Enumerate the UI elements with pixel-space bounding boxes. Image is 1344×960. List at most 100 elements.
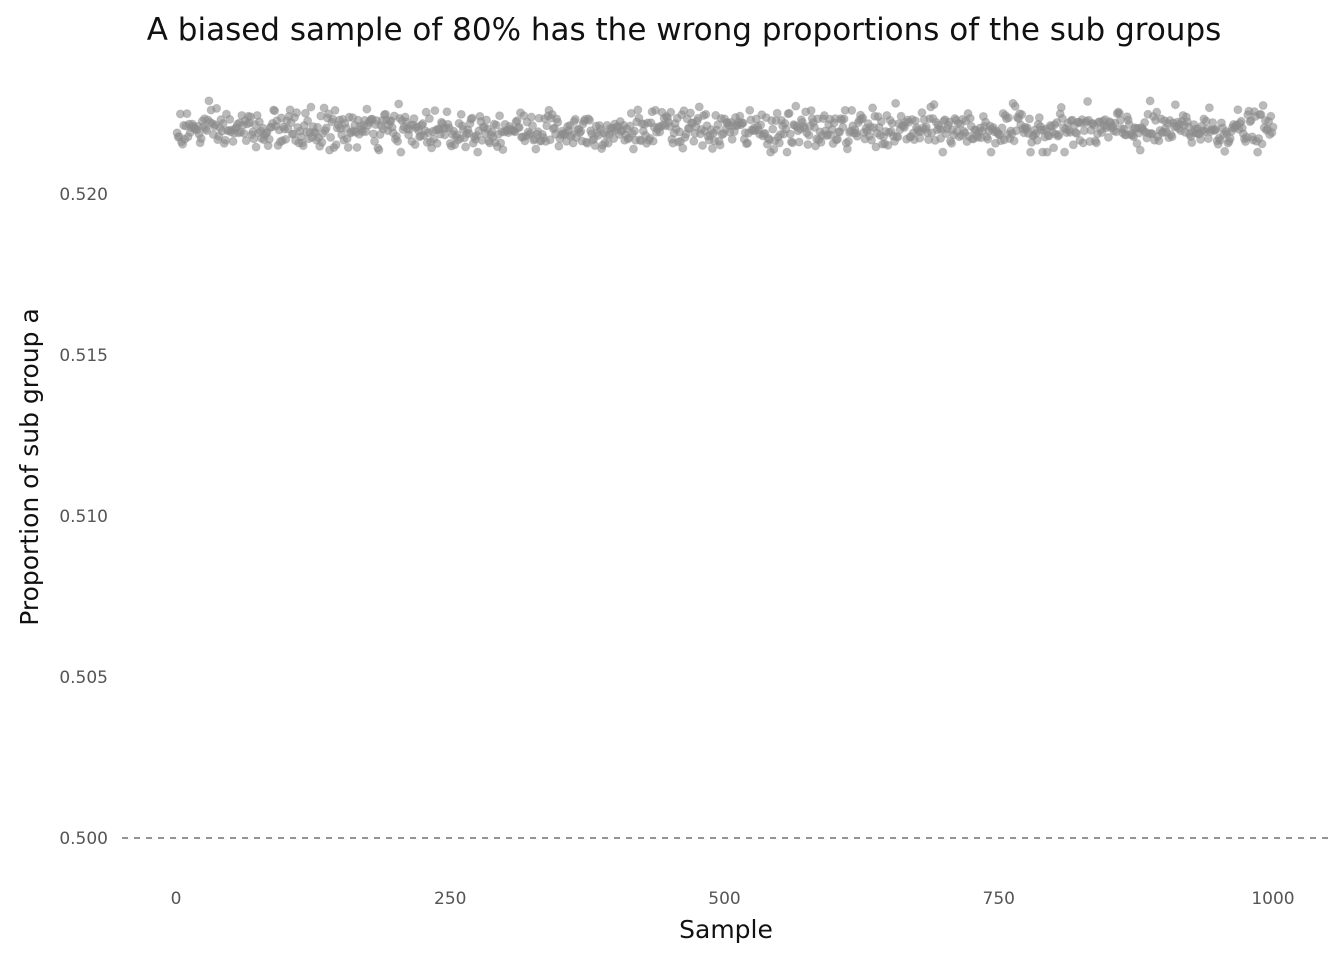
data-point — [362, 104, 372, 114]
data-point — [528, 121, 538, 131]
data-point — [1017, 110, 1027, 120]
data-point — [456, 109, 466, 119]
data-point — [432, 138, 442, 148]
data-point — [852, 131, 862, 141]
data-point — [321, 123, 331, 133]
data-point — [330, 105, 340, 115]
data-point — [352, 142, 362, 152]
data-point — [370, 136, 380, 146]
data-point — [545, 135, 555, 145]
data-point — [531, 144, 541, 154]
data-point — [838, 122, 848, 132]
data-point — [270, 106, 280, 116]
data-point — [876, 116, 886, 126]
data-point — [1257, 139, 1267, 149]
data-point — [1054, 130, 1064, 140]
data-points — [172, 96, 1278, 157]
data-point — [929, 100, 939, 110]
data-point — [738, 118, 748, 128]
data-point — [1060, 147, 1070, 157]
y-tick-label: 0.520 — [59, 185, 108, 205]
data-point — [1026, 147, 1036, 157]
data-point — [1152, 107, 1162, 117]
data-point — [791, 101, 801, 111]
x-tick-label: 0 — [171, 889, 182, 909]
data-point — [803, 140, 813, 150]
data-point — [784, 108, 794, 118]
data-point — [283, 124, 293, 134]
data-point — [1140, 117, 1150, 127]
data-point — [630, 126, 640, 136]
data-point — [648, 136, 658, 146]
data-point — [281, 134, 291, 144]
data-point — [374, 145, 384, 155]
data-point — [1010, 101, 1020, 111]
data-point — [442, 107, 452, 117]
data-point — [1220, 146, 1230, 156]
data-point — [424, 114, 434, 124]
data-point — [1049, 143, 1059, 153]
data-point — [576, 126, 586, 136]
data-point — [212, 103, 222, 113]
data-point — [842, 144, 852, 154]
data-point — [685, 108, 695, 118]
data-point — [331, 140, 341, 150]
data-point — [251, 142, 261, 152]
data-point — [891, 98, 901, 108]
data-point — [421, 107, 431, 117]
data-point — [394, 99, 404, 109]
data-point — [1266, 111, 1276, 121]
data-point — [292, 108, 302, 118]
data-point — [896, 111, 906, 121]
data-point — [858, 113, 868, 123]
data-point — [300, 108, 310, 118]
data-point — [1034, 113, 1044, 123]
data-point — [839, 114, 849, 124]
data-point — [715, 140, 725, 150]
data-point — [430, 106, 440, 116]
y-tick-label: 0.500 — [59, 829, 108, 849]
data-point — [809, 122, 819, 132]
data-point — [467, 113, 477, 123]
data-point — [1024, 114, 1034, 124]
data-point — [1170, 100, 1180, 110]
data-point — [666, 107, 676, 117]
data-point — [782, 147, 792, 157]
data-point — [264, 134, 274, 144]
data-point — [678, 143, 688, 153]
data-point — [241, 136, 251, 146]
data-point — [570, 114, 580, 124]
data-point — [202, 126, 212, 136]
y-tick-label: 0.510 — [59, 507, 108, 527]
y-tick-label: 0.515 — [59, 346, 108, 366]
data-point — [947, 138, 957, 148]
x-tick-label: 500 — [708, 889, 740, 909]
data-point — [727, 134, 737, 144]
data-point — [1057, 114, 1067, 124]
y-axis-title: Proportion of sub group a — [15, 308, 44, 626]
data-point — [698, 140, 708, 150]
data-point — [585, 115, 595, 125]
data-point — [514, 122, 524, 132]
data-point — [893, 132, 903, 142]
data-point — [774, 138, 784, 148]
x-axis-title: Sample — [679, 915, 773, 944]
data-point — [804, 130, 814, 140]
data-point — [554, 141, 564, 151]
data-point — [326, 132, 336, 142]
data-point — [1253, 147, 1263, 157]
chart-title: A biased sample of 80% has the wrong pro… — [147, 12, 1222, 48]
data-point — [628, 144, 638, 154]
data-point — [317, 137, 327, 147]
data-point — [313, 122, 323, 132]
data-point — [626, 108, 636, 118]
data-point — [298, 141, 308, 151]
data-point — [868, 103, 878, 113]
data-point — [461, 142, 471, 152]
data-point — [772, 108, 782, 118]
data-point — [182, 109, 192, 119]
data-point — [393, 136, 403, 146]
x-tick-label: 250 — [434, 889, 466, 909]
data-point — [204, 96, 214, 106]
